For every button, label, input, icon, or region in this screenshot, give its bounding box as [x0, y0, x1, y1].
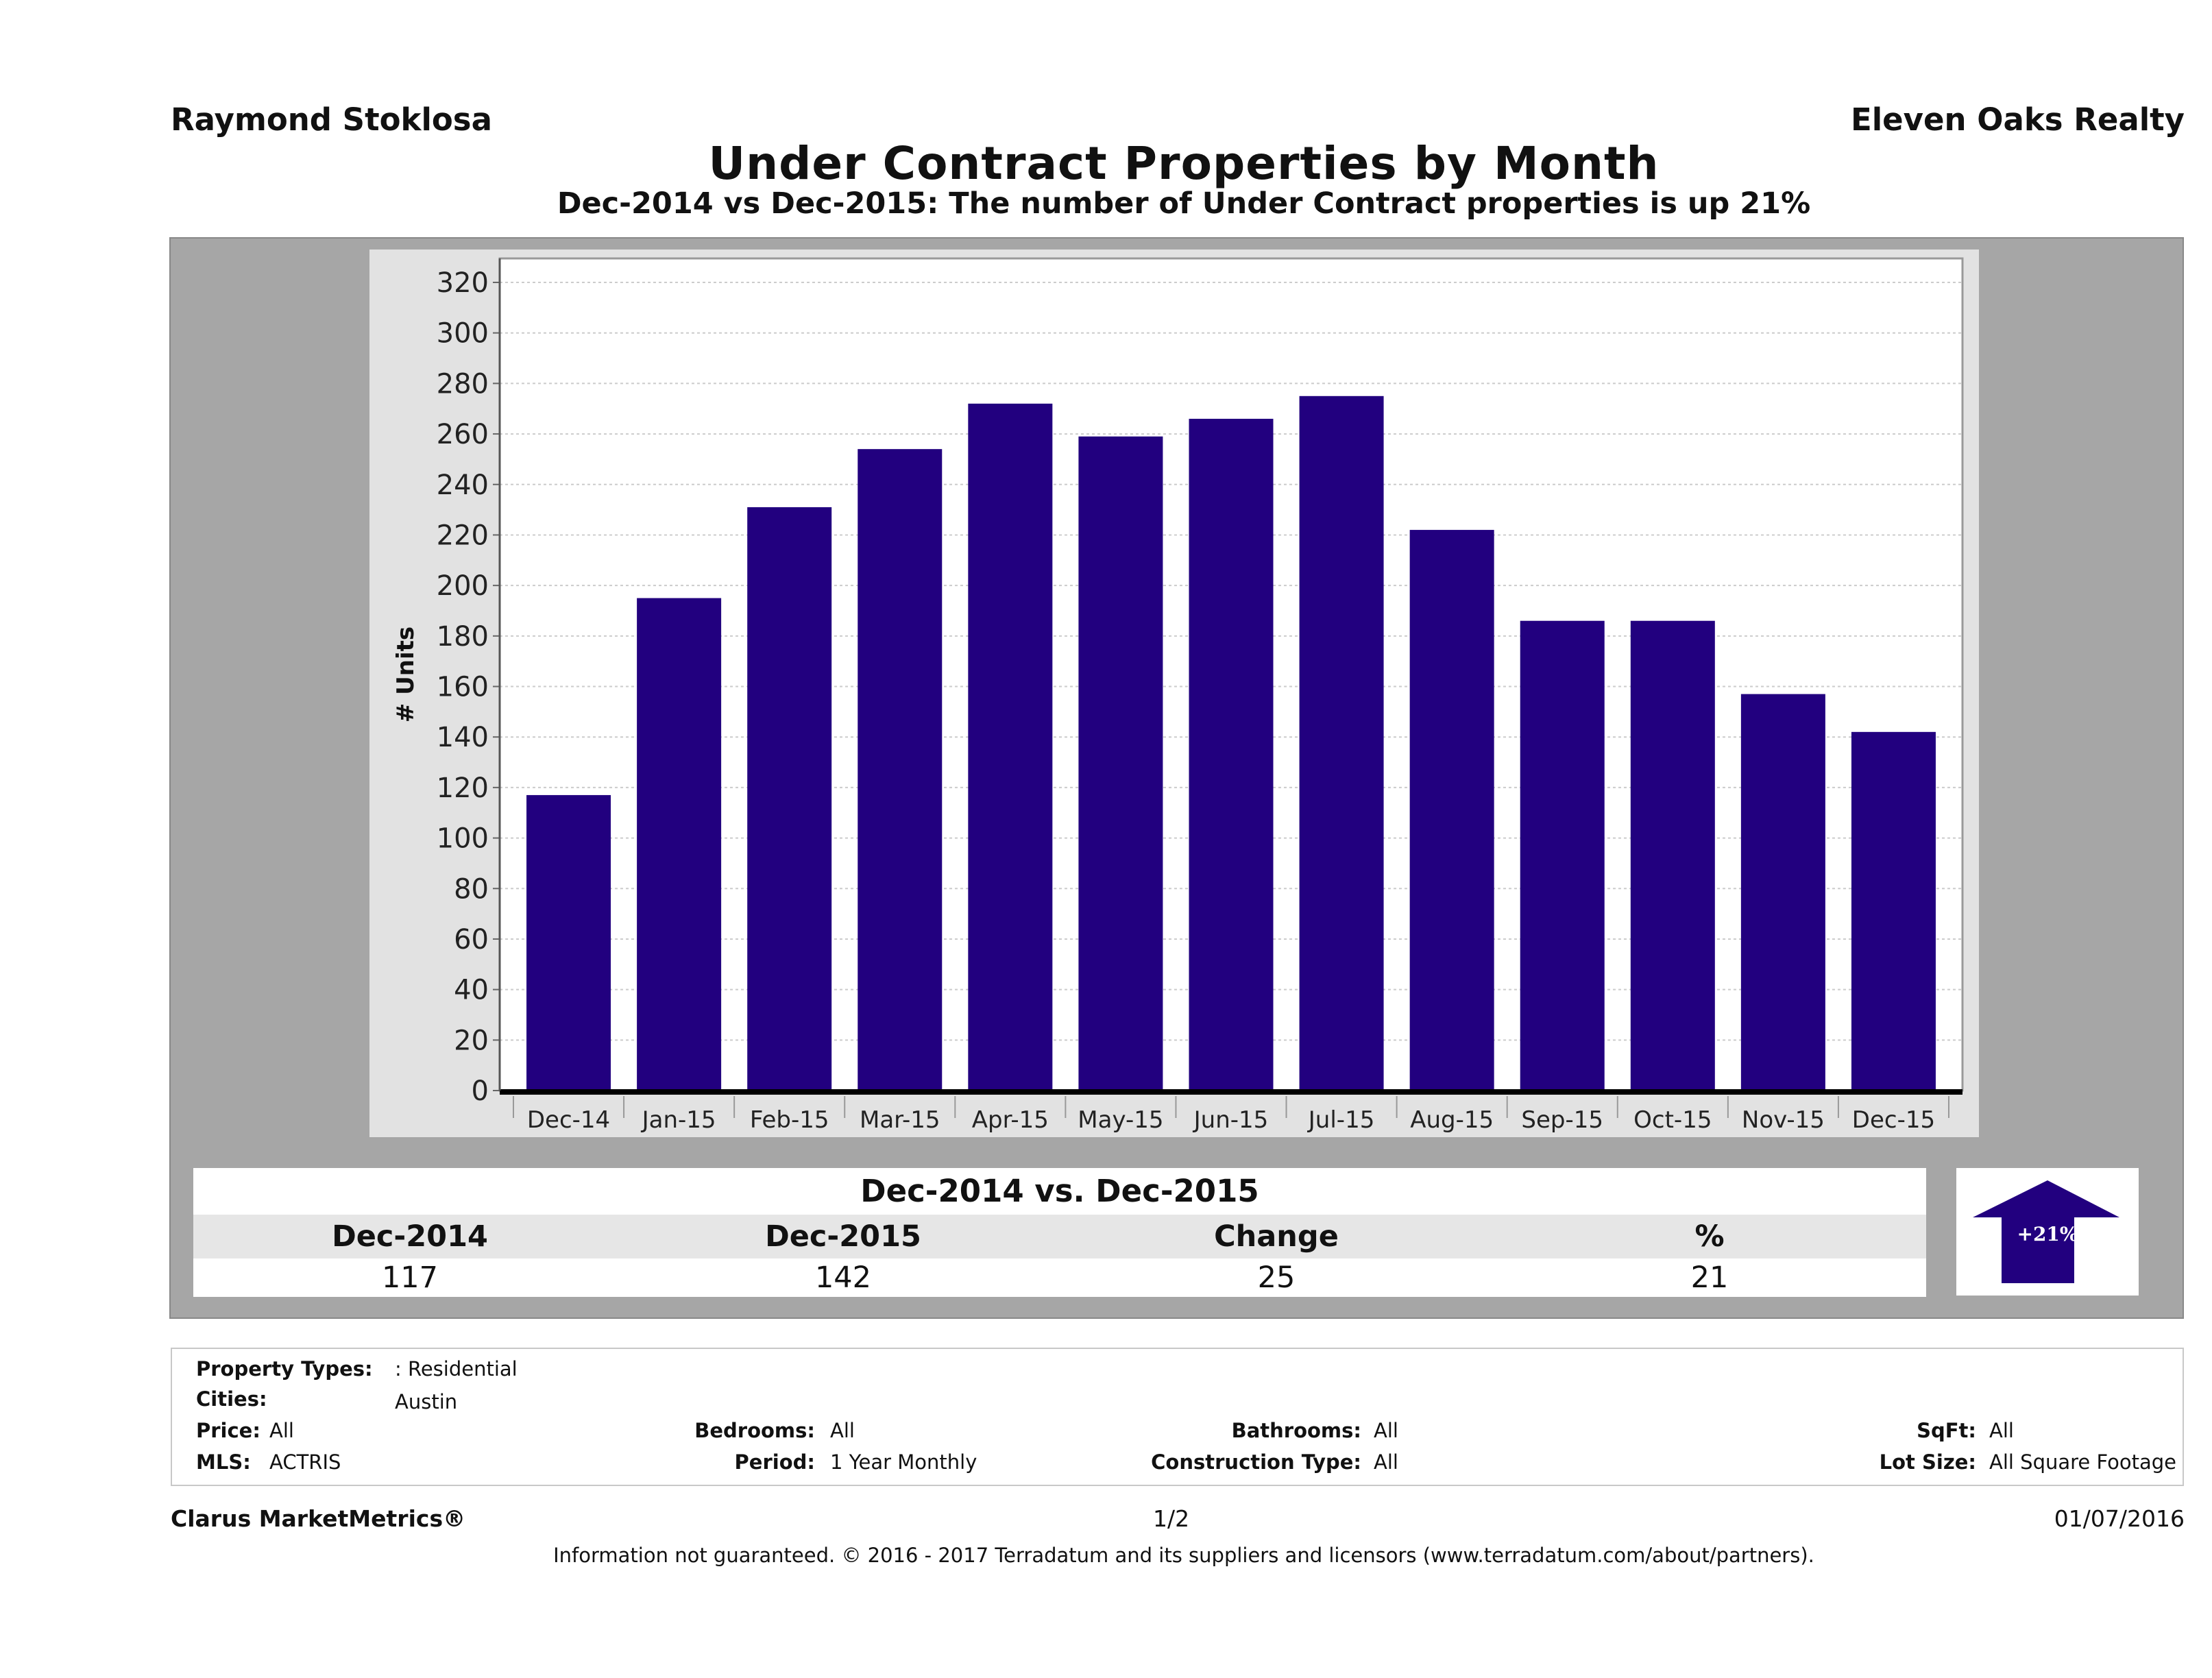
bar [526, 794, 611, 1091]
property-types-value: : Residential [395, 1357, 518, 1381]
up-arrow-icon: +21% [1973, 1180, 2119, 1283]
lot-size-label: Lot Size: [1879, 1450, 1976, 1474]
construction-label: Construction Type: [1151, 1450, 1361, 1474]
bar [1189, 418, 1274, 1091]
price-label: Price: [196, 1419, 260, 1442]
agent-name: Raymond Stoklosa [171, 101, 492, 138]
bar [858, 449, 943, 1091]
y-tick-label: 260 [437, 419, 489, 450]
bathrooms-value: All [1374, 1419, 1398, 1442]
report-date: 01/07/2016 [2054, 1505, 2185, 1532]
y-tick-label: 80 [454, 873, 489, 905]
y-tick-label: 100 [437, 823, 489, 855]
y-tick-label: 180 [437, 621, 489, 653]
broker-name: Eleven Oaks Realty [1850, 101, 2185, 138]
y-tick-label: 320 [437, 267, 489, 299]
bar [1630, 620, 1715, 1091]
bar [747, 507, 832, 1091]
bar [1851, 731, 1936, 1091]
x-tick-label: Jan-15 [641, 1106, 716, 1134]
summary-table: Dec-2014 vs. Dec-2015 Dec-2014 Dec-2015 … [193, 1168, 1926, 1297]
y-tick-label: 140 [437, 722, 489, 753]
change-badge: +21% [1956, 1168, 2139, 1296]
x-tick-label: Dec-14 [527, 1106, 610, 1134]
y-tick-label: 60 [454, 924, 489, 956]
y-tick-label: 220 [437, 520, 489, 551]
y-axis-label: # Units [392, 627, 420, 722]
y-tick-label: 280 [437, 368, 489, 400]
y-tick-label: 20 [454, 1025, 489, 1056]
price-value: All [269, 1419, 294, 1442]
change-badge-text: +21% [2017, 1223, 2078, 1245]
period-value: 1 Year Monthly [830, 1450, 977, 1474]
summary-header: Change [1214, 1219, 1339, 1254]
y-tick-label: 40 [454, 975, 489, 1006]
bar [1409, 530, 1494, 1091]
summary-value: 142 [814, 1261, 872, 1295]
x-tick-label: Sep-15 [1521, 1106, 1603, 1134]
y-tick-label: 0 [472, 1075, 489, 1107]
x-tick-label: Nov-15 [1742, 1106, 1825, 1134]
page-subtitle: Dec-2014 vs Dec-2015: The number of Unde… [557, 186, 1811, 221]
criteria-box: Property Types: : Residential Cities: Au… [171, 1348, 2184, 1486]
summary-header: Dec-2015 [765, 1219, 921, 1254]
summary-title: Dec-2014 vs. Dec-2015 [193, 1168, 1926, 1215]
bedrooms-label: Bedrooms: [694, 1419, 815, 1442]
page-number: 1/2 [1153, 1505, 1190, 1532]
bedrooms-value: All [830, 1419, 855, 1442]
sqft-label: SqFt: [1917, 1419, 1976, 1442]
footer-brand: Clarus MarketMetrics® [171, 1505, 466, 1532]
summary-header-row: Dec-2014 Dec-2015 Change % [193, 1215, 1926, 1258]
mls-value: ACTRIS [269, 1450, 341, 1474]
x-tick-label: Feb-15 [750, 1106, 829, 1134]
cities-label: Cities: [196, 1387, 267, 1411]
summary-header: Dec-2014 [332, 1219, 488, 1254]
summary-value: 117 [381, 1261, 439, 1295]
summary-value-row: 117 142 25 21 [193, 1258, 1926, 1297]
summary-value: 25 [1257, 1261, 1296, 1295]
lot-size-value: All Square Footage [1989, 1450, 2177, 1474]
disclaimer: Information not guaranteed. © 2016 - 201… [553, 1544, 1814, 1567]
x-tick-label: Apr-15 [972, 1106, 1049, 1134]
bathrooms-label: Bathrooms: [1231, 1419, 1361, 1442]
y-tick-label: 240 [437, 470, 489, 501]
bar-chart: 0 20 40 60 80 100 120 140 160 180 200 220 240 260 280 3… [392, 257, 1964, 1134]
bar [968, 403, 1053, 1091]
period-label: Period: [734, 1450, 815, 1474]
y-tick-label: 300 [437, 318, 489, 350]
cities-value: Austin [395, 1390, 458, 1413]
summary-header: % [1694, 1219, 1725, 1254]
page-title: Under Contract Properties by Month [708, 137, 1660, 190]
x-tick-label: Jul-15 [1307, 1106, 1375, 1134]
x-tick-label: Jun-15 [1193, 1106, 1269, 1134]
y-tick-label: 200 [437, 570, 489, 602]
bar [1299, 396, 1384, 1091]
bar [1520, 620, 1605, 1091]
y-tick-label: 120 [437, 773, 489, 804]
x-tick-label: Oct-15 [1633, 1106, 1712, 1134]
x-tick-label: Dec-15 [1852, 1106, 1935, 1134]
mls-label: MLS: [196, 1450, 251, 1474]
y-tick-label: 160 [437, 672, 489, 703]
sqft-value: All [1989, 1419, 2014, 1442]
x-tick-label: Aug-15 [1410, 1106, 1494, 1134]
bar [1740, 694, 1825, 1091]
construction-value: All [1374, 1450, 1398, 1474]
property-types-label: Property Types: [196, 1357, 373, 1381]
summary-value: 21 [1690, 1261, 1729, 1295]
x-tick-label: May-15 [1078, 1106, 1163, 1134]
bar [1078, 436, 1163, 1091]
bar [637, 598, 722, 1091]
x-tick-label: Mar-15 [860, 1106, 940, 1134]
